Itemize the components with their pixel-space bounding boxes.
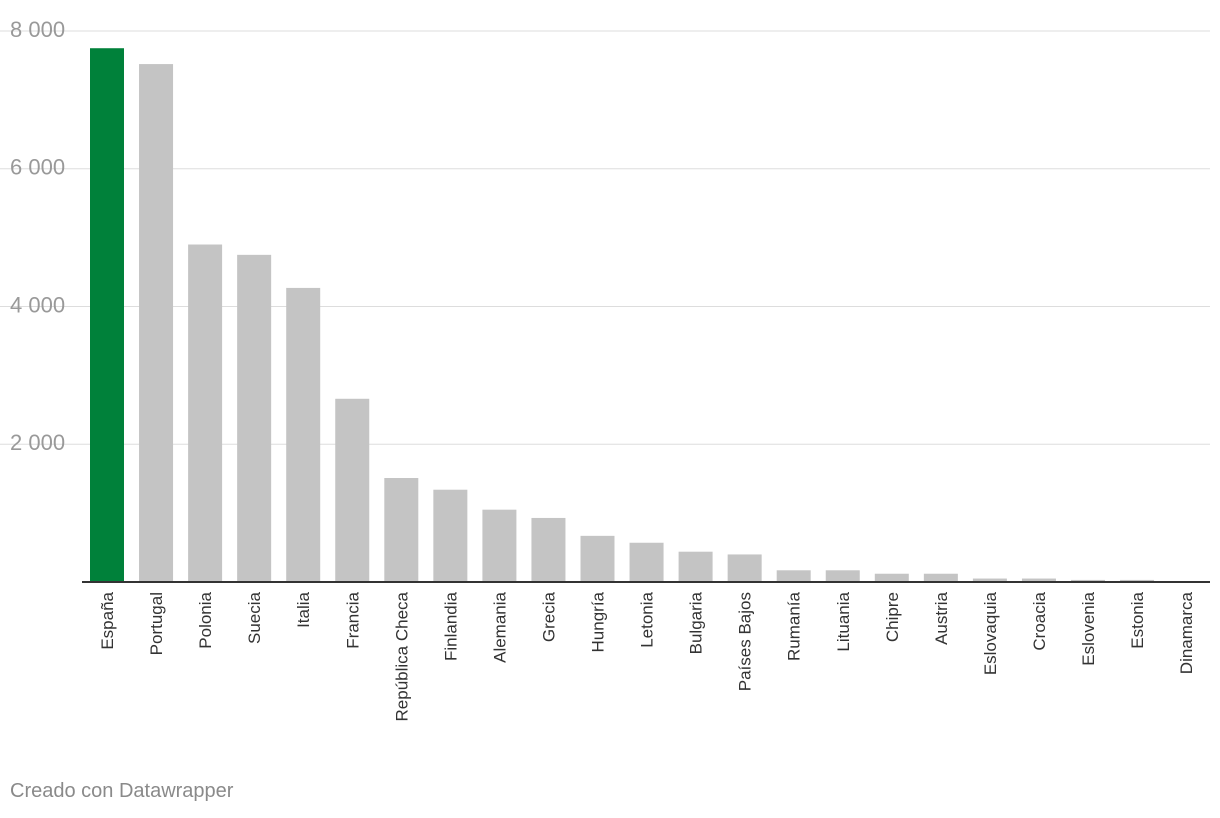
x-tick-label: Países Bajos xyxy=(736,592,755,691)
x-tick-label: Polonia xyxy=(196,591,215,648)
bar xyxy=(433,489,468,582)
bar xyxy=(482,509,517,582)
x-tick-label: Croacia xyxy=(1030,591,1049,650)
x-tick-label: Eslovaquia xyxy=(981,591,1000,675)
bar xyxy=(727,554,762,582)
bar xyxy=(1120,579,1155,582)
bar xyxy=(874,573,909,582)
x-tick-label: Chipre xyxy=(883,592,902,642)
bar xyxy=(384,477,419,582)
bar xyxy=(1021,578,1056,582)
bar-chart: 2 000 4 000 6 000 8 000 España Portugal Polon… xyxy=(0,17,1210,721)
bar xyxy=(923,573,958,582)
x-tick-label: Alemania xyxy=(490,591,509,662)
x-tick-label: Hungría xyxy=(589,591,608,652)
y-tick-label: 6 000 xyxy=(10,155,65,180)
bar xyxy=(286,287,321,582)
x-tick-label: Eslovenia xyxy=(1079,591,1098,665)
x-tick-label: Rumanía xyxy=(785,591,804,661)
y-tick-label: 4 000 xyxy=(10,292,65,317)
x-tick-label: Lituania xyxy=(834,591,853,651)
bar xyxy=(776,570,811,582)
bar xyxy=(1071,579,1105,582)
bars xyxy=(90,48,1155,582)
x-axis-labels: España Portugal Polonia Suecia Italia Francia… xyxy=(98,591,1196,721)
x-tick-label: Estonia xyxy=(1128,591,1147,648)
x-tick-label: Suecia xyxy=(245,591,264,644)
bar xyxy=(825,570,860,582)
x-tick-label: Finlandia xyxy=(441,591,460,661)
bar xyxy=(188,244,223,582)
bar xyxy=(139,64,174,582)
x-tick-label: Bulgaria xyxy=(687,591,706,654)
y-tick-label: 2 000 xyxy=(10,430,65,455)
x-tick-label: Letonia xyxy=(638,591,657,647)
bar xyxy=(972,578,1007,582)
bar xyxy=(580,535,615,582)
x-tick-label: Francia xyxy=(343,591,362,648)
x-tick-label: Portugal xyxy=(147,592,166,655)
bar xyxy=(678,551,713,582)
bar xyxy=(629,542,664,582)
grid-lines xyxy=(0,30,1210,445)
y-tick-label: 8 000 xyxy=(10,17,65,42)
x-tick-label: República Checa xyxy=(392,591,411,721)
bar xyxy=(531,517,566,582)
x-tick-label: Italia xyxy=(294,591,313,627)
y-axis-ticks: 2 000 4 000 6 000 8 000 xyxy=(10,17,65,455)
credit-text: Creado con Datawrapper xyxy=(10,780,234,802)
bar xyxy=(335,398,370,582)
x-tick-label: Dinamarca xyxy=(1177,591,1196,674)
bar xyxy=(90,48,124,582)
x-tick-label: Grecia xyxy=(539,591,558,642)
x-tick-label: España xyxy=(98,591,117,649)
x-tick-label: Austria xyxy=(932,591,951,644)
bar xyxy=(237,254,272,582)
